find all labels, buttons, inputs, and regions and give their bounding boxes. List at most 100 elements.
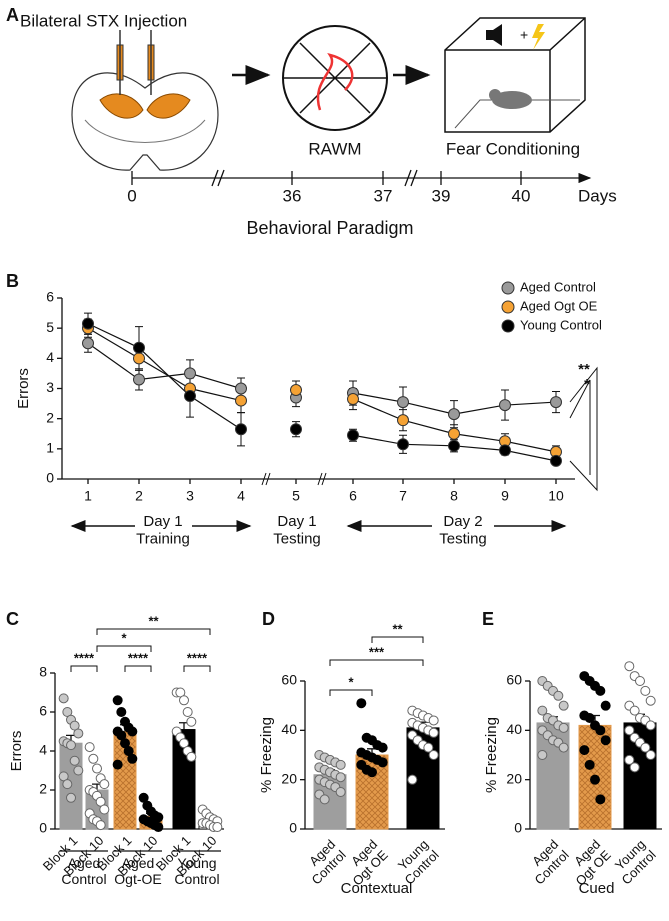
data-point [99, 804, 110, 815]
data-point [319, 794, 330, 805]
significance-bracket [96, 645, 152, 652]
significance-bracket [70, 665, 98, 672]
phase-label-line: Day 1 [277, 513, 316, 530]
data-point [499, 444, 511, 457]
timeline-tick-label: 37 [374, 186, 393, 205]
data-point [537, 750, 548, 760]
data-point [428, 750, 439, 760]
y-tick-label: 40 [281, 721, 297, 737]
y-tick-label: 1 [46, 440, 54, 456]
y-tick-label: 8 [39, 664, 47, 680]
data-point [186, 716, 197, 727]
data-point [448, 439, 460, 452]
data-point [153, 822, 164, 833]
legend-marker [501, 281, 515, 295]
data-point [558, 722, 569, 733]
legend-marker [501, 319, 515, 333]
x-tick-label: 2 [135, 488, 143, 504]
data-point [133, 373, 145, 386]
x-tick-label: 4 [237, 488, 245, 504]
timeline-tick-label: 36 [283, 186, 302, 205]
y-tick-label: 20 [281, 770, 297, 786]
significance: * [121, 630, 127, 645]
y-tick-label: 4 [46, 349, 54, 365]
data-point [428, 727, 439, 738]
group-label: Young Control [174, 855, 219, 887]
y-tick-label: 60 [506, 672, 522, 688]
panel-label: E [482, 609, 494, 629]
x-tick-label: 6 [349, 488, 357, 504]
x-tick-label: AgedControl [521, 837, 572, 888]
data-point [186, 751, 197, 762]
data-point [377, 742, 388, 753]
x-tick-label: 7 [399, 488, 407, 504]
panel-a: A Bilateral STX Injection RAWM [6, 5, 617, 238]
significance: ** [578, 361, 590, 378]
x-axis-label: Cued [579, 880, 615, 897]
significance-bracket [96, 628, 211, 635]
data-point [600, 735, 611, 746]
data-point [428, 715, 439, 726]
data-point [73, 728, 84, 739]
data-point [347, 393, 359, 406]
data-point [84, 742, 95, 753]
data-point [624, 725, 635, 736]
fear-label: Fear Conditioning [446, 139, 580, 158]
group-label-line: Aged [68, 855, 101, 871]
phase-label: Day 1 Training [136, 513, 190, 547]
group-label: Aged Control [61, 855, 106, 887]
significance: **** [187, 650, 208, 665]
group-label: Aged Ogt-OE [114, 855, 161, 887]
data-point [590, 774, 600, 785]
series-line [87, 323, 242, 430]
data-point [600, 700, 611, 711]
y-tick-label: 2 [39, 781, 47, 797]
data-point [88, 753, 99, 764]
data-point [95, 820, 106, 831]
series-line [87, 327, 242, 402]
data-point [558, 742, 569, 753]
y-tick-label: 20 [506, 770, 522, 786]
data-point [235, 423, 247, 436]
data-point [290, 384, 302, 397]
timeline-tick-label: 39 [432, 186, 451, 205]
phase-label-line: Day 2 [443, 513, 482, 530]
phase-label-line: Training [136, 530, 190, 547]
group-label-line: Control [61, 871, 106, 887]
data-point [558, 700, 569, 711]
significance-bracket [371, 636, 424, 643]
y-tick-label: 0 [46, 470, 54, 486]
legend-label: Young Control [520, 317, 602, 332]
data-point [584, 713, 595, 723]
data-point [212, 822, 223, 833]
x-tick-label: 9 [501, 488, 509, 504]
y-axis-label: % Freezing [258, 717, 275, 793]
y-tick-label: 6 [46, 289, 54, 305]
data-point [550, 454, 562, 467]
y-axis-label: Errors [15, 368, 32, 409]
group-label-line: Aged [122, 855, 155, 871]
data-point [82, 317, 94, 330]
data-point [448, 408, 460, 421]
rawm-label: RAWM [308, 139, 361, 158]
data-point [58, 693, 69, 704]
x-tick-label: 8 [450, 488, 458, 504]
data-point [127, 726, 138, 737]
significance: ** [392, 621, 403, 636]
data-point [184, 367, 196, 380]
group-label-line: Control [174, 871, 219, 887]
y-tick-label: 0 [514, 820, 522, 836]
significance: * [584, 376, 590, 393]
data-point [553, 690, 564, 701]
series-line [87, 342, 242, 390]
data-point [407, 774, 418, 785]
y-tick-label: 6 [39, 703, 47, 719]
data-point [645, 720, 656, 731]
phase-label-line: Testing [273, 530, 321, 547]
significance: ** [148, 613, 159, 628]
significance: **** [128, 650, 149, 665]
timeline-unit: Days [578, 186, 617, 205]
data-point [595, 794, 606, 805]
panel-label: A [6, 5, 19, 25]
significance-bracket [329, 689, 373, 696]
